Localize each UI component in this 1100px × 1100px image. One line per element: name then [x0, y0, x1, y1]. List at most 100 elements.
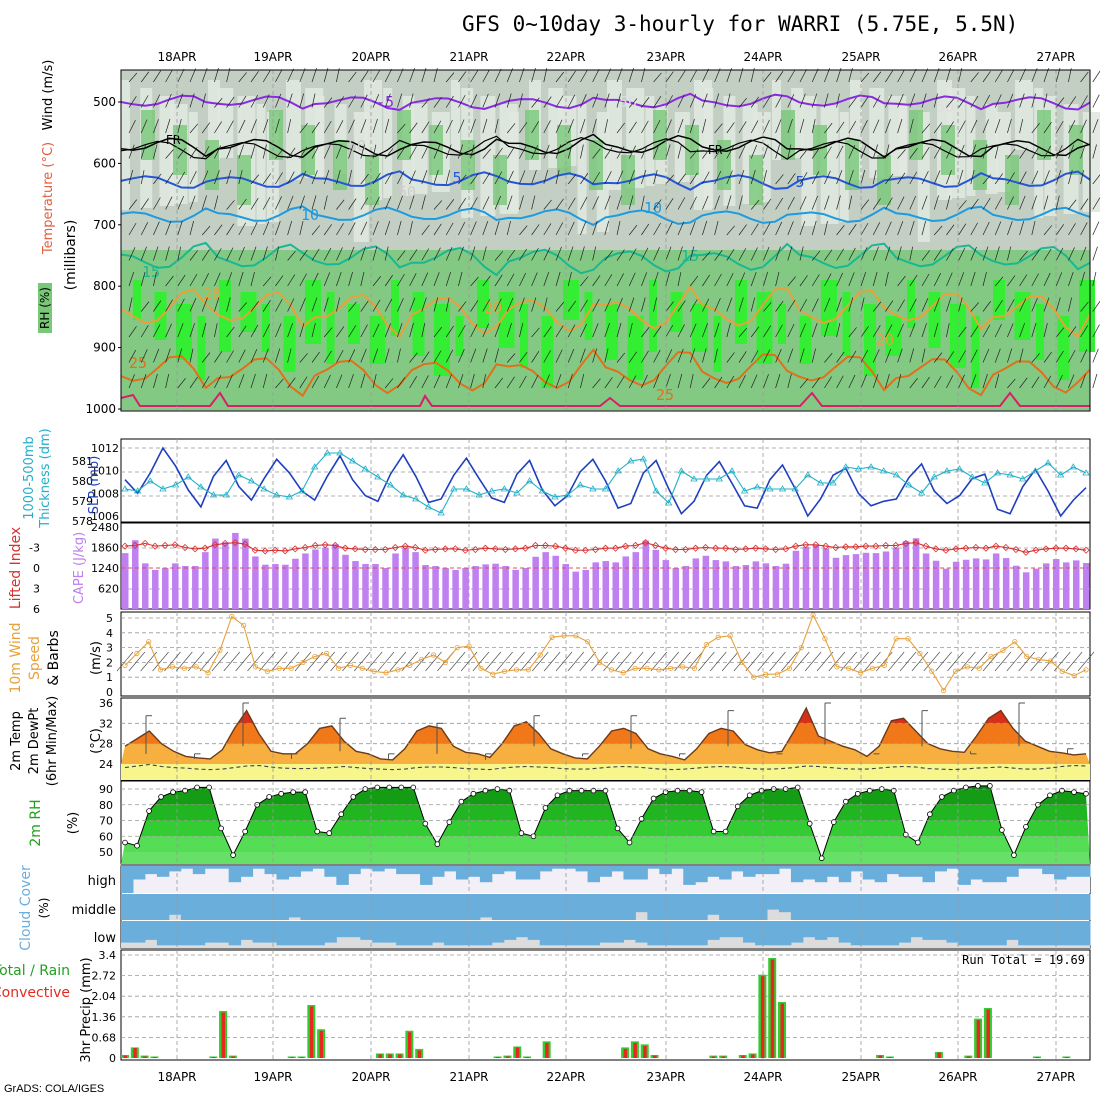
wind-barb: [702, 147, 711, 159]
thickness-marker: [905, 481, 913, 488]
wind-barb: [836, 145, 844, 159]
cape-bar: [562, 564, 569, 609]
wind-barb: [921, 68, 928, 83]
cloud-bar: [982, 921, 995, 946]
cape-bar: [272, 564, 279, 609]
wind-speed-marker: [703, 642, 709, 648]
date-label-bottom: 24APR: [743, 1070, 782, 1084]
wind-barb: [714, 322, 720, 338]
wind-barb: [421, 272, 429, 287]
surface-wind-barb: [662, 651, 679, 672]
wind-barb: [299, 68, 306, 83]
pressure-tick: 800: [93, 279, 116, 293]
precip-convective-bar: [878, 1055, 883, 1058]
cloud-bar: [1018, 894, 1031, 920]
wind-barb: [921, 220, 926, 236]
wind-barb: [140, 71, 150, 83]
lifted-index-marker: [661, 544, 670, 552]
wind-barb: [836, 195, 841, 210]
wind-barb: [946, 97, 955, 108]
wind-barb: [262, 196, 271, 210]
wind-speed-marker: [264, 668, 270, 674]
wind-barb: [262, 70, 271, 83]
wind-barb: [250, 174, 260, 185]
wind-barb: [140, 144, 147, 159]
wind-barb: [250, 119, 257, 134]
lifted-index-marker: [231, 539, 239, 547]
wind-barb: [421, 98, 430, 108]
cloud-bar: [575, 894, 589, 920]
wind-barb: [1043, 248, 1052, 261]
cloud-bar: [348, 894, 361, 920]
wind-barb: [885, 300, 894, 312]
wind-barb: [982, 221, 990, 236]
cape-bar: [762, 563, 770, 609]
li-tick: -3: [29, 542, 40, 555]
cloud-bar: [743, 921, 756, 943]
wind-barb: [872, 119, 880, 134]
wind-barb: [153, 173, 162, 185]
rh-saturated-patch: [713, 316, 722, 372]
wind-barb: [738, 195, 743, 210]
wind-barb: [238, 349, 246, 363]
wind-barb: [1007, 323, 1014, 338]
wind-barb: [665, 324, 674, 338]
lifted-index-marker: [431, 545, 439, 554]
wind-barb: [250, 94, 259, 108]
wind-barb: [482, 69, 490, 83]
wind-barb: [360, 348, 367, 363]
contour-label: 50: [348, 137, 366, 155]
cloud-bar: [994, 894, 1007, 920]
wind-barb: [470, 373, 475, 389]
cape-bar: [1012, 565, 1020, 609]
wind-barb: [824, 195, 830, 210]
wind-barb: [458, 174, 467, 185]
wind-barb: [750, 199, 760, 210]
wind-barb: [592, 148, 601, 159]
wind-barb: [299, 297, 306, 312]
wind-barb: [604, 274, 613, 287]
wind-barb: [860, 144, 867, 159]
wind-barb: [519, 248, 527, 261]
wind-barb: [458, 197, 467, 210]
wind-barb: [397, 250, 406, 261]
wind-speed-marker: [205, 670, 211, 676]
lifted-index-line: [124, 542, 1087, 553]
wind-barb: [653, 119, 661, 134]
wind-barb: [372, 144, 377, 159]
lifted-index-marker: [822, 542, 830, 550]
rh-marker: [698, 789, 705, 795]
wind-barb: [848, 195, 853, 210]
surface-wind-barb: [377, 651, 395, 672]
wind-speed-marker: [822, 636, 828, 642]
wind-barb: [214, 224, 223, 236]
surface-wind-barb: [603, 651, 620, 672]
wind-barb: [616, 322, 622, 338]
wind-barb: [897, 172, 906, 185]
wind-barb: [946, 297, 952, 312]
thickness-marker: [235, 471, 243, 478]
wind-barb: [824, 273, 832, 287]
lifted-index-marker: [832, 543, 840, 552]
wind-barb: [653, 144, 660, 159]
rh-mid-patch: [941, 125, 955, 175]
wind-barb: [543, 120, 551, 134]
rh-saturated-patch: [993, 280, 1005, 320]
thickness-marker: [412, 495, 420, 502]
wind-barb: [153, 70, 162, 83]
cloud-bar: [683, 866, 696, 885]
cloud-bar: [731, 894, 744, 920]
wind-barb: [128, 169, 134, 185]
wind-barb: [1068, 374, 1075, 389]
lifted-index-marker: [521, 544, 529, 552]
rh-saturated-patch: [885, 316, 902, 356]
wind-barb: [811, 171, 820, 185]
precip-convective-bar: [505, 1056, 510, 1058]
cloud-bar: [168, 894, 182, 915]
wind-barb: [384, 378, 394, 389]
wind-barb: [445, 95, 454, 108]
thickness-marker: [184, 473, 192, 480]
wind-barb: [702, 348, 707, 363]
wind-barb: [543, 223, 552, 236]
wind-barb: [323, 374, 331, 389]
